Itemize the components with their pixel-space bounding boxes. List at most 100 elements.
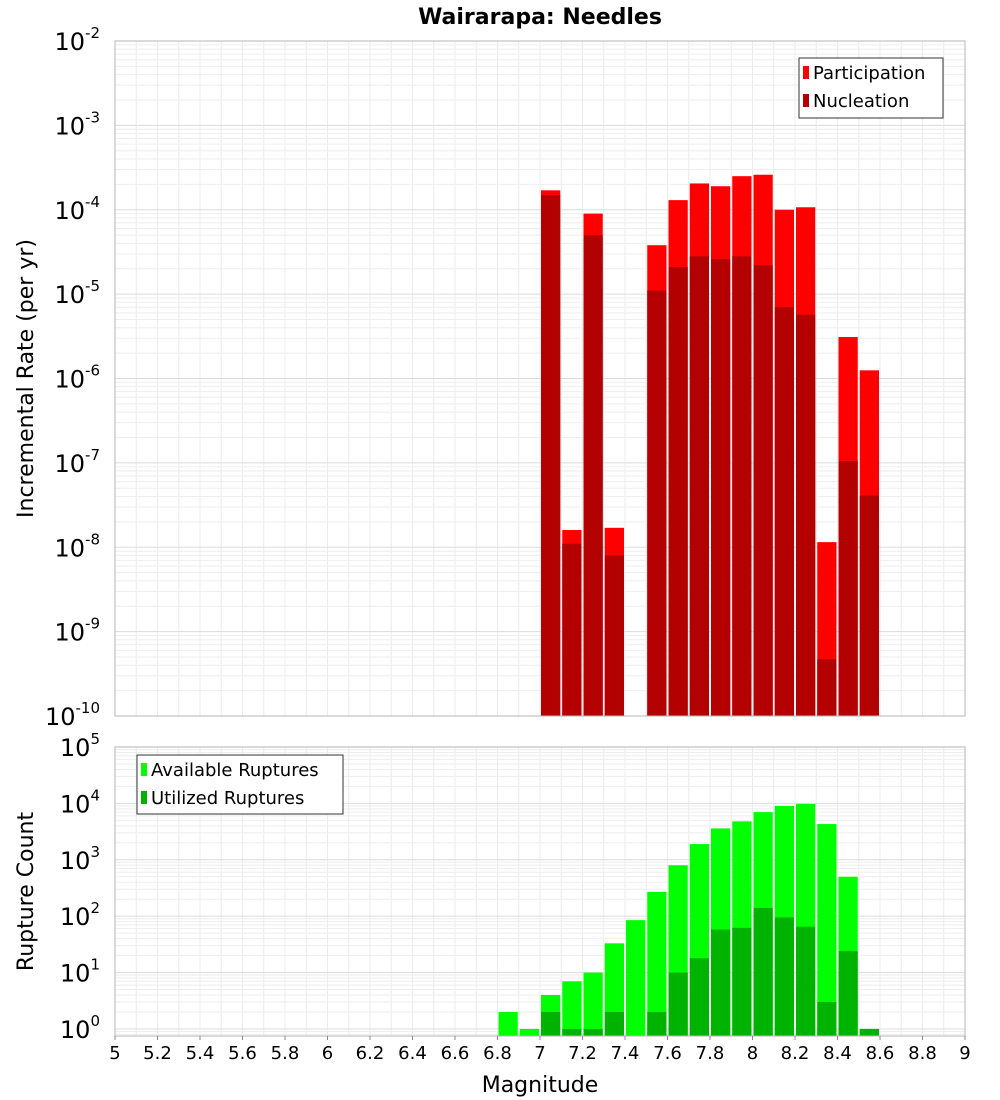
x-axis-label: Magnitude	[482, 1073, 599, 1098]
x-tick-label-10: 7	[534, 1043, 545, 1064]
x-tick-label-12: 7.4	[611, 1043, 640, 1064]
y-tick-exponent: 2	[90, 899, 100, 917]
y-tick-base: 10	[60, 790, 91, 818]
x-tick-label-20: 9	[959, 1043, 970, 1064]
x-tick-label-19: 8.8	[908, 1043, 937, 1064]
bar-utilized-ruptures-9	[753, 907, 773, 1036]
y-tick-exponent: 3	[90, 843, 100, 861]
bar-nucleation-2	[583, 235, 603, 716]
bar-nucleation-13	[838, 461, 858, 716]
y-tick-label-0-4: 10-6	[54, 362, 100, 394]
bar-utilized-ruptures-8	[732, 927, 752, 1036]
bar-nucleation-14	[859, 495, 879, 716]
bar-nucleation-9	[753, 265, 773, 716]
x-tick-label-4: 5.8	[271, 1043, 300, 1064]
bar-utilized-ruptures-12	[817, 1002, 837, 1036]
legend-swatch-utilized-ruptures	[141, 791, 147, 804]
y-tick-label-1-0: 100	[60, 1012, 100, 1044]
y-tick-base: 10	[60, 960, 91, 988]
legend-swatch-available-ruptures	[141, 763, 147, 776]
y-tick-label-1-4: 104	[60, 786, 100, 818]
bar-nucleation-11	[796, 314, 816, 716]
bar-available-ruptures-6	[626, 920, 646, 1036]
legend-swatch-participation	[803, 66, 809, 79]
y-tick-base: 10	[54, 366, 85, 394]
y-tick-base: 10	[60, 734, 91, 762]
x-tick-label-2: 5.4	[186, 1043, 215, 1064]
bar-nucleation-10	[774, 307, 794, 716]
legend-box-0	[798, 57, 944, 119]
plot-frame-0	[114, 40, 966, 717]
x-tick-label-14: 7.8	[696, 1043, 725, 1064]
y-tick-base: 10	[60, 903, 91, 931]
y-tick-exponent: -6	[85, 362, 100, 380]
y-tick-base: 10	[45, 703, 76, 731]
x-tick-label-11: 7.2	[568, 1043, 597, 1064]
x-tick-label-8: 6.6	[441, 1043, 470, 1064]
y-tick-base: 10	[54, 112, 85, 140]
y-tick-label-1-2: 102	[60, 899, 100, 931]
y-tick-base: 10	[54, 450, 85, 478]
y-tick-base: 10	[54, 28, 85, 56]
y-tick-label-0-5: 10-5	[54, 277, 100, 309]
y-tick-label-0-7: 10-3	[54, 108, 100, 140]
bar-nucleation-0	[541, 194, 561, 716]
x-tick-label-15: 8	[747, 1043, 758, 1064]
y-tick-exponent: -3	[85, 108, 100, 126]
bar-nucleation-12	[817, 659, 837, 716]
bar-available-ruptures-4	[583, 972, 603, 1036]
x-tick-label-18: 8.6	[866, 1043, 895, 1064]
y-tick-exponent: -5	[85, 277, 100, 295]
bar-nucleation-6	[689, 256, 709, 716]
x-tick-label-5: 6	[322, 1043, 333, 1064]
bar-utilized-ruptures-4	[647, 1011, 667, 1036]
y-tick-exponent: 4	[90, 786, 100, 804]
bar-available-ruptures-7	[647, 891, 667, 1036]
legend-label-nucleation: Nucleation	[813, 91, 909, 112]
bar-utilized-ruptures-5	[668, 972, 688, 1036]
y-tick-exponent: -4	[85, 193, 100, 211]
y-tick-label-0-2: 10-8	[54, 530, 100, 562]
y-tick-label-1-3: 103	[60, 843, 100, 875]
y-tick-exponent: 5	[90, 730, 100, 748]
bar-utilized-ruptures-14	[859, 1028, 879, 1036]
legend-label-utilized-ruptures: Utilized Ruptures	[151, 788, 304, 809]
x-tick-label-6: 6.2	[356, 1043, 385, 1064]
x-tick-label-13: 7.6	[653, 1043, 682, 1064]
legend-label-available-ruptures: Available Ruptures	[151, 760, 319, 781]
y-tick-base: 10	[54, 619, 85, 647]
bar-available-ruptures-3	[562, 981, 582, 1036]
bar-available-ruptures-1	[519, 1028, 539, 1036]
bar-utilized-ruptures-7	[711, 929, 731, 1036]
bar-nucleation-8	[732, 256, 752, 716]
bar-nucleation-7	[711, 259, 731, 716]
y-tick-label-1-5: 105	[60, 730, 100, 762]
y-tick-exponent: -7	[85, 446, 100, 464]
y-axis-label-0: Incremental Rate (per yr)	[14, 239, 39, 518]
y-tick-base: 10	[54, 534, 85, 562]
bar-nucleation-1	[562, 543, 582, 716]
y-tick-base: 10	[60, 847, 91, 875]
x-tick-label-9: 6.8	[483, 1043, 512, 1064]
bar-utilized-ruptures-2	[583, 1028, 603, 1036]
legend-box-1	[136, 754, 344, 815]
bar-available-ruptures-15	[817, 824, 837, 1036]
y-tick-exponent: -2	[85, 24, 100, 42]
bar-nucleation-3	[604, 555, 624, 716]
chart-title: Wairarapa: Needles	[418, 5, 662, 30]
x-tick-label-1: 5.2	[143, 1043, 172, 1064]
y-tick-label-1-1: 101	[60, 956, 100, 988]
x-tick-label-3: 5.6	[228, 1043, 257, 1064]
bar-available-ruptures-0	[498, 1011, 518, 1036]
bar-utilized-ruptures-11	[796, 926, 816, 1036]
y-tick-label-0-8: 10-2	[54, 24, 100, 56]
y-tick-base: 10	[54, 281, 85, 309]
bar-utilized-ruptures-13	[838, 951, 858, 1036]
y-tick-exponent: -9	[85, 615, 100, 633]
bar-utilized-ruptures-10	[774, 917, 794, 1036]
y-tick-label-0-6: 10-4	[54, 193, 100, 225]
y-tick-exponent: -8	[85, 530, 100, 548]
bar-nucleation-4	[647, 290, 667, 716]
y-tick-base: 10	[54, 197, 85, 225]
